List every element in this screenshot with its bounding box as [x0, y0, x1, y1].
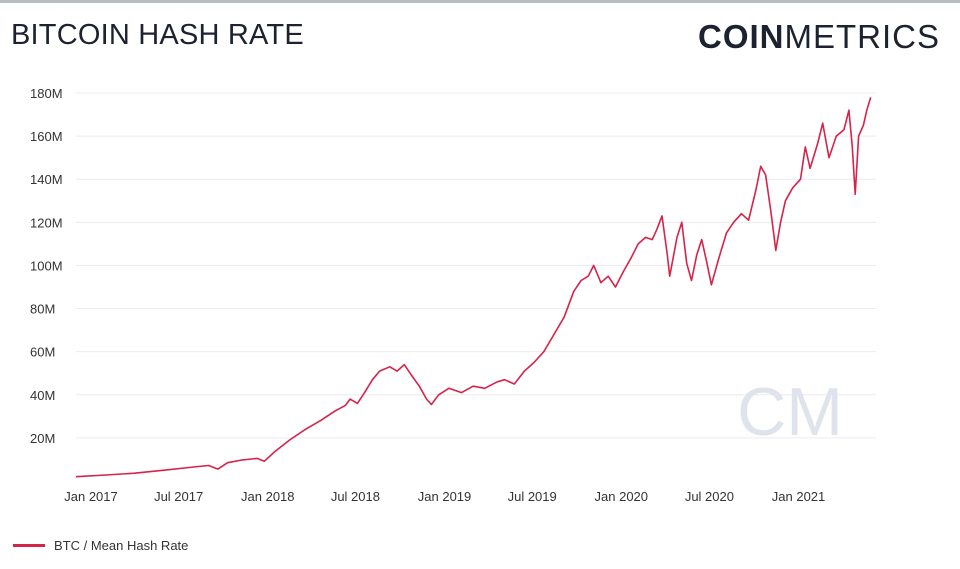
x-tick-label: Jan 2019 [418, 489, 472, 504]
y-axis-tick-labels: 20M 40M 60M 80M 100M 120M 140M 160M 180M [30, 86, 63, 446]
legend: BTC / Mean Hash Rate [13, 538, 188, 553]
y-tick-label: 40M [30, 388, 55, 403]
x-tick-label: Jan 2018 [241, 489, 295, 504]
legend-label: BTC / Mean Hash Rate [54, 538, 189, 553]
x-tick-label: Jan 2017 [64, 489, 118, 504]
y-tick-label: 160M [30, 129, 63, 144]
x-axis-tick-labels: Jan 2017 Jul 2017 Jan 2018 Jul 2018 Jan 2019… [64, 489, 825, 504]
watermark-logo: CM [737, 374, 843, 450]
x-tick-label: Jul 2017 [154, 489, 203, 504]
x-tick-label: Jul 2020 [685, 489, 734, 504]
y-tick-label: 20M [30, 431, 55, 446]
page-title: BITCOIN HASH RATE [11, 19, 304, 51]
series-layer [75, 97, 872, 478]
brand-logo-light: METRICS [784, 18, 940, 55]
brand-logo-bold: COIN [698, 18, 785, 55]
legend-swatch [13, 544, 45, 547]
x-tick-label: Jul 2019 [508, 489, 557, 504]
x-tick-label: Jan 2020 [595, 489, 649, 504]
series-line-0 [75, 97, 872, 478]
y-tick-label: 100M [30, 258, 63, 273]
y-tick-label: 80M [30, 302, 55, 317]
grid-lines [76, 92, 876, 439]
y-tick-label: 180M [30, 86, 63, 101]
y-tick-label: 60M [30, 345, 55, 360]
x-tick-label: Jan 2021 [772, 489, 826, 504]
top-rule [0, 0, 960, 3]
brand-logo: COINMETRICS [698, 18, 940, 56]
x-tick-label: Jul 2018 [331, 489, 380, 504]
y-tick-label: 120M [30, 215, 63, 230]
y-tick-label: 140M [30, 172, 63, 187]
